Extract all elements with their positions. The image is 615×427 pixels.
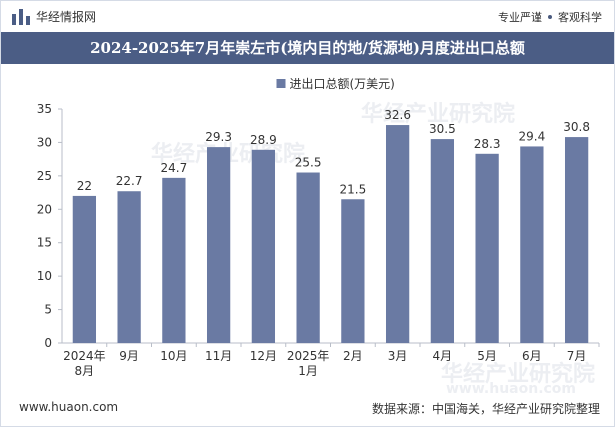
bar	[206, 147, 231, 343]
data-label: 22	[77, 179, 92, 193]
data-label: 25.5	[295, 156, 322, 170]
data-label: 24.7	[161, 161, 188, 175]
legend-swatch	[276, 79, 286, 88]
y-tick-label: 0	[44, 336, 52, 350]
x-tick-label: 2024年	[63, 349, 106, 363]
y-tick-label: 15	[37, 236, 52, 250]
x-tick-label: 7月	[567, 349, 587, 363]
x-tick-label: 9月	[119, 349, 139, 363]
x-tick-label: 10月	[160, 349, 187, 363]
bar	[475, 153, 499, 343]
footer-source: 数据来源：中国海关，华经产业研究院整理	[371, 402, 600, 416]
bar	[251, 149, 276, 343]
brand-logo-icon	[12, 8, 30, 25]
data-label: 22.7	[116, 174, 143, 188]
brand-name: 华经情报网	[36, 10, 97, 24]
bar	[564, 137, 589, 343]
y-tick-label: 35	[37, 102, 52, 116]
data-label: 29.4	[519, 129, 546, 143]
bar	[385, 125, 410, 343]
separator-dot-icon	[548, 15, 552, 19]
bar	[341, 199, 365, 343]
bar	[430, 139, 455, 343]
x-tick-label: 5月	[477, 349, 497, 363]
data-label: 30.8	[563, 120, 590, 134]
bar	[72, 195, 97, 343]
x-tick-label: 2025年	[287, 349, 330, 363]
data-label: 21.5	[340, 182, 367, 196]
legend-label: 进出口总额(万美元)	[290, 77, 395, 91]
footer-site[interactable]: www.huaon.com	[19, 400, 119, 414]
data-label: 32.6	[384, 108, 411, 122]
y-tick-label: 10	[37, 269, 52, 283]
header-bar: 华经情报网 专业严谨 客观科学	[1, 1, 614, 31]
brand-tag-1: 专业严谨	[498, 11, 542, 24]
title-bar: 2024-2025年7月年崇左市(境内目的地/货源地)月度进出口总额	[1, 32, 614, 64]
x-tick-label: 8月	[75, 364, 95, 378]
y-tick-label: 25	[37, 169, 52, 183]
y-tick-label: 30	[37, 135, 52, 149]
brand-tags: 专业严谨 客观科学	[498, 9, 602, 25]
x-tick-label: 3月	[388, 349, 408, 363]
y-tick-label: 5	[44, 303, 52, 317]
bar	[117, 191, 141, 343]
x-tick-label: 4月	[433, 349, 453, 363]
x-tick-label: 1月	[298, 364, 318, 378]
data-label: 29.3	[205, 130, 232, 144]
brand-tag-2: 客观科学	[558, 11, 602, 24]
bar	[296, 172, 320, 343]
data-label: 30.5	[429, 122, 456, 136]
x-tick-label: 6月	[522, 349, 542, 363]
chart-title: 2024-2025年7月年崇左市(境内目的地/货源地)月度进出口总额	[90, 39, 525, 57]
data-label: 28.9	[250, 133, 277, 147]
x-tick-label: 12月	[250, 349, 277, 363]
bar	[162, 177, 186, 343]
x-tick-label: 11月	[205, 349, 232, 363]
brand-logo[interactable]: 华经情报网	[12, 8, 96, 25]
x-tick-label: 2月	[343, 349, 363, 363]
bar	[520, 146, 544, 343]
data-label: 28.3	[474, 137, 501, 151]
y-tick-label: 20	[37, 202, 52, 216]
